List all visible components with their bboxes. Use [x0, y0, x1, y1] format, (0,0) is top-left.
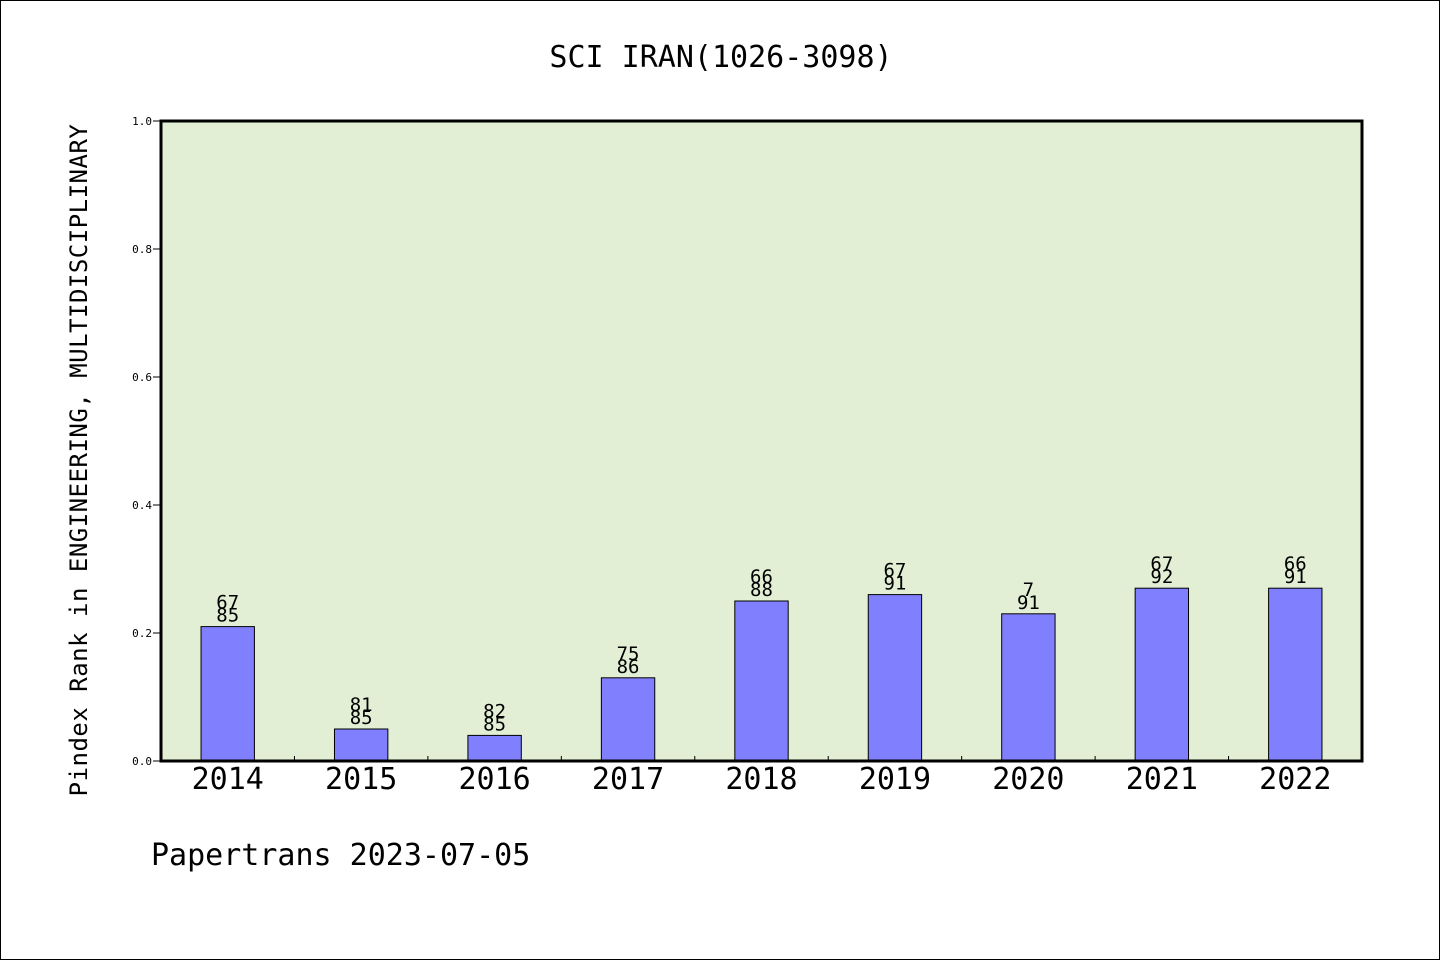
x-axis-ticks: 2014 2015 2016 2017 2018 2019 2020 2021 2022 [192, 756, 1331, 797]
x-tick-label: 2018 [725, 762, 797, 797]
bar-2018 [734, 600, 789, 762]
bar-label-bottom: 85 [483, 713, 506, 735]
x-tick-label: 2017 [592, 762, 664, 797]
bar-2017 [600, 677, 656, 762]
bar-label-bottom: 91 [1284, 566, 1307, 588]
y-tick-label: 0.6 [132, 371, 152, 384]
bar-2015 [333, 728, 389, 762]
bar-2022 [1268, 587, 1323, 762]
x-tick-label: 2020 [992, 762, 1064, 797]
bar-label-top: 66 [750, 566, 773, 588]
y-tick-label: 1.0 [132, 115, 152, 128]
bar-2016 [467, 734, 522, 762]
y-axis-label: Pindex Rank in ENGINEERING, MULTIDISCIPL… [65, 124, 93, 797]
y-tick-label: 0.0 [132, 755, 152, 768]
bar-label-top: 7 [1023, 579, 1034, 601]
bar-label-bottom: 85 [216, 605, 239, 627]
bar-label-top: 82 [483, 700, 506, 722]
y-axis-ticks: 0.0 0.2 0.4 0.6 0.8 1.0 [132, 115, 161, 768]
y-tick-label: 0.2 [132, 627, 152, 640]
bar-label-top: 75 [617, 643, 640, 665]
bar-label-bottom: 85 [350, 707, 373, 729]
footer-credit: Papertrans 2023-07-05 [151, 838, 530, 873]
bar-label-top: 67 [216, 592, 239, 614]
y-tick-label: 0.8 [132, 243, 152, 256]
bar-label-bottom: 92 [1150, 566, 1173, 588]
x-tick-label: 2022 [1259, 762, 1331, 797]
bar-label-bottom: 86 [617, 656, 640, 678]
x-tick-label: 2021 [1126, 762, 1198, 797]
bar-label-top: 67 [1150, 553, 1173, 575]
bar-label-bottom: 91 [1017, 592, 1040, 614]
bar-2020 [1001, 613, 1056, 762]
x-tick-label: 2015 [325, 762, 397, 797]
bars [200, 587, 1323, 762]
plot-border [159, 119, 1364, 763]
bar-2019 [867, 594, 923, 762]
bar-label-top: 67 [883, 560, 906, 582]
bar-label-top: 81 [350, 694, 373, 716]
y-tick-label: 0.4 [132, 499, 152, 512]
bar-2014 [200, 626, 255, 762]
x-tick-label: 2019 [859, 762, 931, 797]
chart-title: SCI IRAN(1026-3098) [549, 40, 892, 75]
bar-2021 [1134, 587, 1190, 762]
x-tick-label: 2016 [458, 762, 530, 797]
bar-label-bottom: 88 [750, 579, 773, 601]
bar-label-bottom: 91 [883, 573, 906, 595]
x-tick-label: 2014 [192, 762, 264, 797]
bar-label-top: 66 [1284, 553, 1307, 575]
